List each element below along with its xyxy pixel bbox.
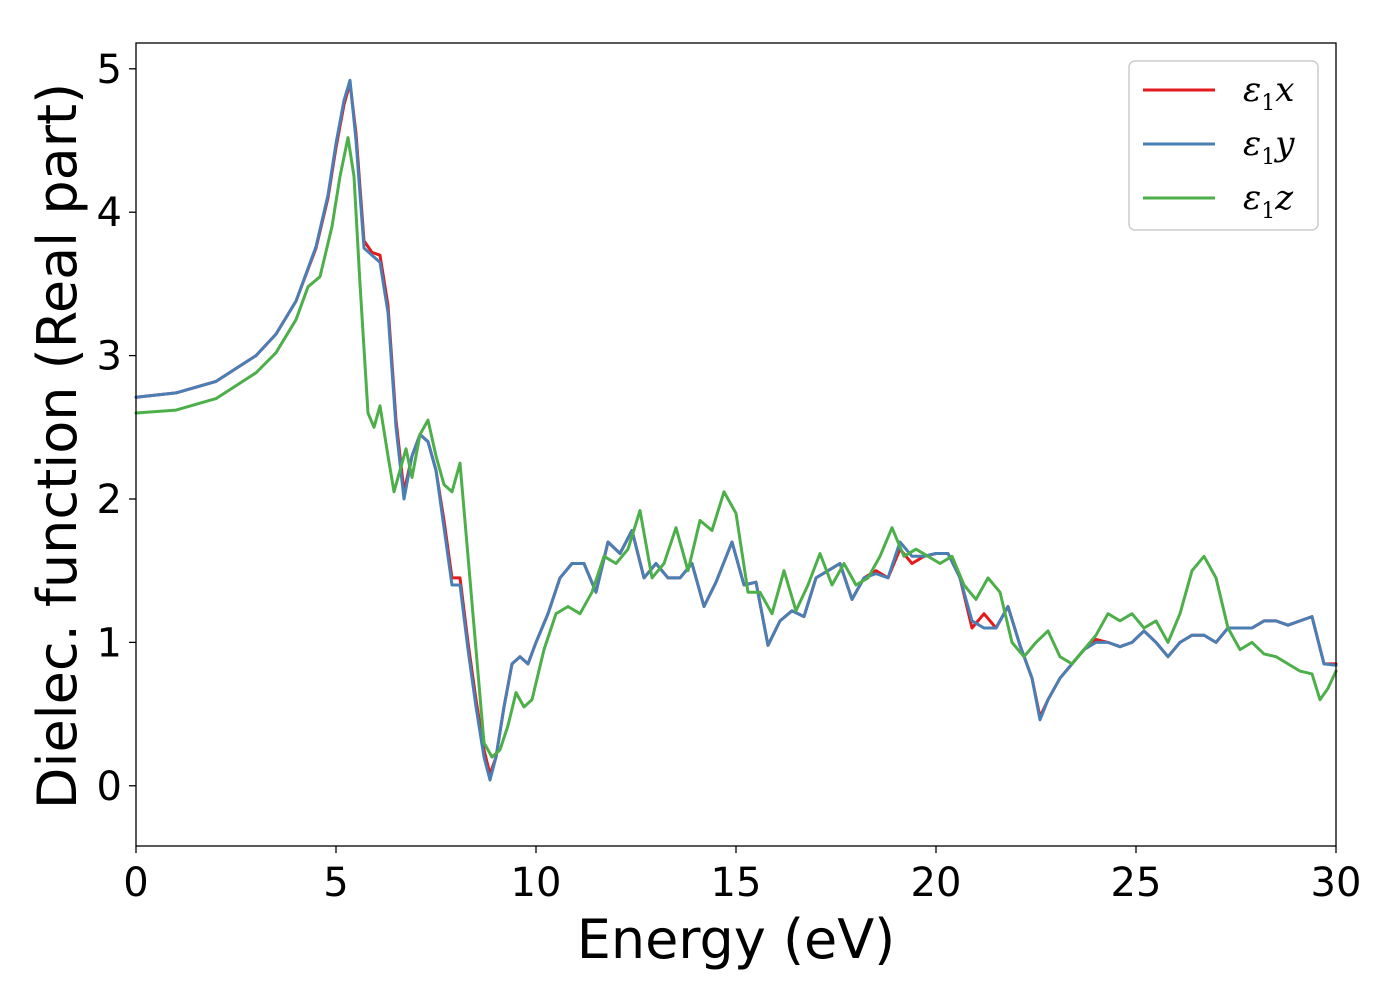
y-axis: 0 1 2 3 4 5 [97,47,136,810]
y-tick-label: 5 [97,47,122,93]
x-tick-label: 0 [123,860,148,906]
y-axis-title: Dielec. function (Real part) [26,83,89,809]
x-tick-label: 30 [1311,860,1362,906]
y-tick-label: 0 [97,764,122,810]
legend-box [1128,60,1319,231]
legend: ε1x ε1y ε1z [1128,60,1319,231]
y-tick-label: 4 [97,190,122,236]
legend-label-y: ε1y [1243,124,1295,170]
series-line-y [134,78,1338,782]
x-axis-title: Energy (eV) [577,908,896,971]
x-tick-label: 10 [511,860,562,906]
y-tick-label: 2 [97,477,122,523]
x-tick-label: 5 [323,860,348,906]
y-tick-label: 3 [97,334,122,380]
x-tick-label: 15 [711,860,762,906]
x-tick-label: 20 [911,860,962,906]
legend-label-x: ε1x [1243,70,1294,116]
x-tick-label: 25 [1111,860,1162,906]
series-layer [134,78,1338,782]
y-tick-label: 1 [97,620,122,666]
x-axis: 0 5 10 15 20 25 30 [123,846,1361,906]
legend-label-z: ε1z [1243,178,1294,224]
series-line-z [134,136,1338,759]
